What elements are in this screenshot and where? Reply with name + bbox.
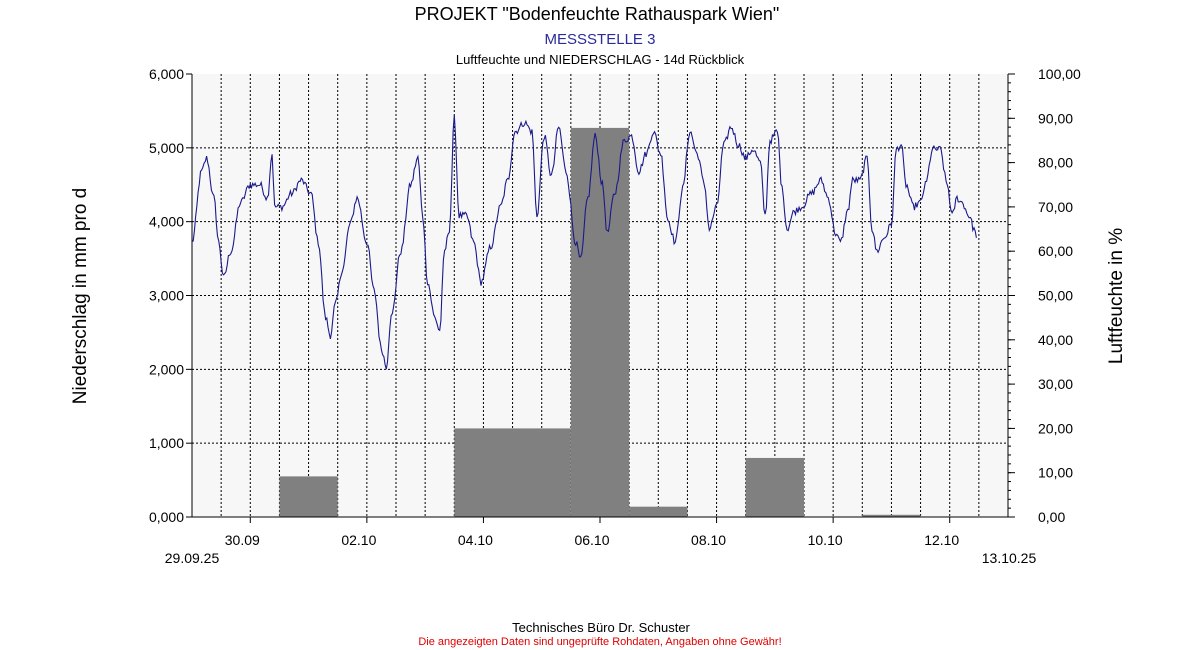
- humidity-series-line: [191, 114, 977, 370]
- y-right-tick-label: 30,00: [1038, 376, 1073, 392]
- precipitation-bar: [279, 476, 338, 517]
- y-left-tick-label: 5,000: [149, 140, 184, 156]
- precipitation-bar: [629, 506, 688, 517]
- x-tick-label: 06.10: [574, 532, 609, 548]
- y-right-tick-label: 50,00: [1038, 288, 1073, 304]
- x-tick-label: 12.10: [924, 532, 959, 548]
- y-right-tick-label: 100,00: [1038, 66, 1081, 82]
- tick-labels: 0,000 1,000 2,000 3,000 4,000 5,000 6,000 0,00 1…: [149, 66, 1081, 566]
- y-left-tick-label: 6,000: [149, 66, 184, 82]
- y-right-tick-label: 60,00: [1038, 243, 1073, 259]
- y-left-tick-label: 1,000: [149, 435, 184, 451]
- y-right-axis-title: Luftfeuchte in %: [1106, 228, 1127, 364]
- y-right-tick-label: 40,00: [1038, 332, 1073, 348]
- precipitation-bars: [279, 127, 921, 518]
- x-tick-label: 04.10: [458, 532, 493, 548]
- y-left-tick-label: 3,000: [149, 288, 184, 304]
- x-start-label: 29.09.25: [165, 550, 220, 566]
- y-left-tick-label: 4,000: [149, 214, 184, 230]
- x-tick-label: 10.10: [808, 532, 843, 548]
- footer-disclaimer: Die angezeigten Daten sind ungeprüfte Ro…: [418, 636, 781, 648]
- x-end-label: 13.10.25: [982, 550, 1037, 566]
- y-left-axis-title: Niederschlag in mm pro d: [70, 188, 91, 404]
- x-tick-label: 30.09: [225, 532, 260, 548]
- precipitation-bar: [862, 514, 921, 517]
- precipitation-bar: [745, 457, 804, 517]
- axes: [186, 73, 1015, 523]
- precipitation-bar: [570, 127, 630, 518]
- precipitation-bar: [454, 428, 571, 517]
- y-left-tick-label: 2,000: [149, 361, 184, 377]
- footer-company: Technisches Büro Dr. Schuster: [512, 620, 690, 635]
- y-right-tick-label: 70,00: [1038, 199, 1073, 215]
- y-right-tick-label: 20,00: [1038, 420, 1073, 436]
- chart-subtitle: MESSSTELLE 3: [545, 31, 656, 48]
- y-right-tick-label: 0,00: [1038, 509, 1065, 525]
- y-left-tick-label: 0,000: [149, 509, 184, 525]
- chart-caption: Luftfeuchte und NIEDERSCHLAG - 14d Rückb…: [456, 52, 745, 67]
- x-tick-label: 08.10: [691, 532, 726, 548]
- y-right-tick-label: 80,00: [1038, 155, 1073, 171]
- x-tick-label: 02.10: [341, 532, 376, 548]
- y-right-tick-label: 10,00: [1038, 465, 1073, 481]
- y-right-tick-label: 90,00: [1038, 110, 1073, 126]
- chart-title: PROJEKT "Bodenfeuchte Rathauspark Wien": [415, 4, 780, 24]
